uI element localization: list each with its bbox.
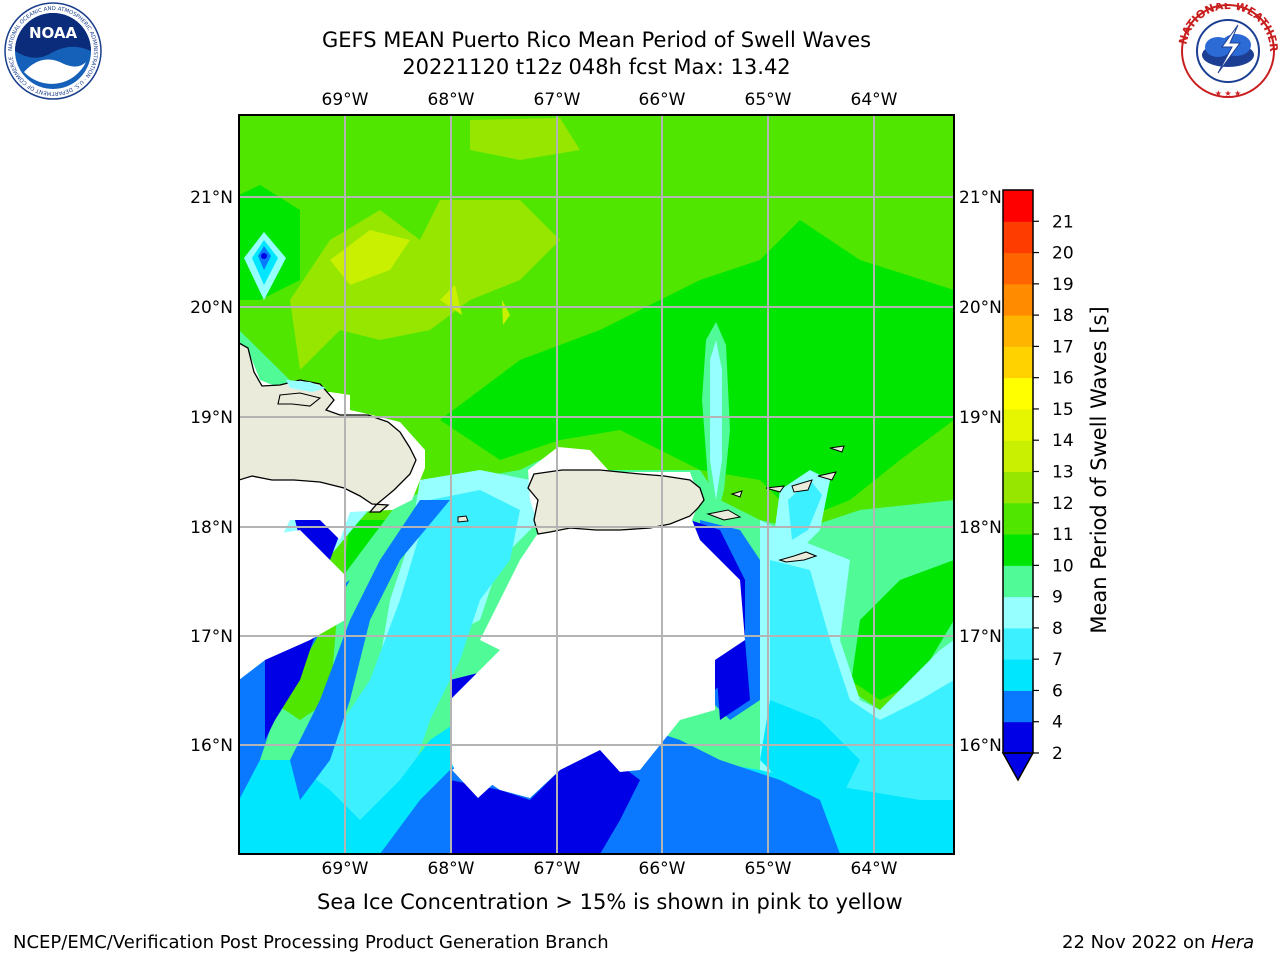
lat-label-left: 21°N [190, 188, 233, 208]
colorbar-tick-label: 13 [1052, 463, 1074, 483]
svg-text:★ ★ ★: ★ ★ ★ [1215, 89, 1242, 98]
lon-label-top: 64°W [851, 90, 898, 110]
lat-labels-right: 21°N 20°N 19°N 18°N 17°N 16°N [959, 188, 1002, 756]
lat-label-left: 18°N [190, 518, 233, 538]
lon-label-top: 66°W [639, 90, 686, 110]
colorbar-segment [1003, 627, 1033, 660]
sea-ice-note: Sea Ice Concentration > 15% is shown in … [317, 890, 903, 914]
graticule [239, 115, 954, 854]
lon-label-top: 67°W [534, 90, 581, 110]
lat-label-right: 21°N [959, 188, 1002, 208]
colorbar-tick-label: 11 [1052, 525, 1074, 545]
colorbar-segment [1003, 377, 1033, 410]
producer-credit: NCEP/EMC/Verification Post Processing Pr… [13, 932, 609, 953]
colorbar-segment [1003, 471, 1033, 504]
lon-label-bottom: 68°W [428, 859, 475, 879]
forecast-subtitle: 20221120 t12z 048h fcst Max: 13.42 [402, 55, 791, 79]
noaa-logo: NOAA NATIONAL OCEANIC AND ATMOSPHERIC AD… [4, 2, 102, 100]
colorbar: 2 4 6 7 8 9 10 11 12 13 14 15 16 17 18 19 20 21 [1001, 189, 1074, 782]
lat-label-left: 19°N [190, 408, 233, 428]
lat-label-right: 16°N [959, 736, 1002, 756]
map-title: GEFS MEAN Puerto Rico Mean Period of Swe… [321, 28, 872, 52]
machine-name: Hera [1211, 932, 1255, 953]
colorbar-segment [1003, 252, 1033, 285]
lon-label-bottom: 64°W [851, 859, 898, 879]
lon-label-bottom: 65°W [745, 859, 792, 879]
date-stamp: 22 Nov 2022 on Hera [1062, 932, 1254, 953]
colorbar-segment [1003, 690, 1033, 723]
date-text: 22 Nov 2022 on [1062, 932, 1212, 953]
colorbar-segment [1003, 534, 1033, 566]
colorbar-tick-label: 8 [1052, 619, 1063, 639]
colorbar-tick-label: 12 [1052, 494, 1074, 514]
lon-label-bottom: 67°W [534, 859, 581, 879]
colorbar-segment [1003, 440, 1033, 472]
colorbar-segment [1003, 565, 1033, 598]
lon-labels-bottom: 69°W 68°W 67°W 66°W 65°W 64°W [322, 859, 898, 879]
map-area [239, 115, 954, 854]
colorbar-underflow [1001, 752, 1035, 782]
colorbar-segment [1003, 596, 1033, 629]
st-croix-land [778, 551, 818, 563]
lon-labels-top: 69°W 68°W 67°W 66°W 65°W 64°W [322, 90, 898, 110]
lat-labels-left: 21°N 20°N 19°N 18°N 17°N 16°N [190, 188, 233, 756]
colorbar-segment [1003, 221, 1033, 254]
lat-label-left: 17°N [190, 627, 233, 647]
colorbar-tick-label: 18 [1052, 306, 1074, 326]
lat-label-right: 19°N [959, 408, 1002, 428]
colorbar-tick-label: 6 [1052, 681, 1063, 701]
lat-label-left: 16°N [190, 736, 233, 756]
colorbar-label: Mean Period of Swell Waves [s] [1087, 306, 1111, 633]
lat-label-right: 18°N [959, 518, 1002, 538]
colorbar-tick-label: 4 [1052, 713, 1063, 733]
colorbar-segment [1003, 283, 1033, 316]
colorbar-tick-label: 7 [1052, 650, 1063, 670]
colorbar-segment [1003, 502, 1033, 535]
colorbar-tick-label: 21 [1052, 212, 1074, 232]
lat-label-right: 20°N [959, 298, 1002, 318]
lon-label-bottom: 66°W [639, 859, 686, 879]
colorbar-tick-label: 17 [1052, 337, 1074, 357]
puerto-rico-land [527, 469, 705, 535]
colorbar-segment [1003, 721, 1033, 754]
colorbar-tick-label: 15 [1052, 400, 1074, 420]
lat-label-right: 17°N [959, 627, 1002, 647]
colorbar-tick-label: 2 [1052, 744, 1063, 764]
map-frame [238, 114, 955, 855]
colorbar-segment [1003, 190, 1033, 222]
colorbar-tick-label: 16 [1052, 369, 1074, 389]
colorbar-tick-label: 20 [1052, 244, 1074, 264]
colorbar-tick-label: 19 [1052, 275, 1074, 295]
noaa-wordmark: NOAA [29, 24, 78, 42]
lon-label-top: 69°W [322, 90, 369, 110]
colorbar-tick-label: 14 [1052, 431, 1074, 451]
colorbar-segment [1003, 659, 1033, 691]
lon-label-top: 65°W [745, 90, 792, 110]
colorbar-tick-label: 10 [1052, 556, 1074, 576]
colorbar-segment [1003, 408, 1033, 441]
colorbar-tick-label: 9 [1052, 588, 1063, 608]
lon-label-bottom: 69°W [322, 859, 369, 879]
lon-label-top: 68°W [428, 90, 475, 110]
hispaniola-land [239, 342, 417, 513]
nws-logo: NATIONAL WEATHER SERVICE ★ ★ ★ [1178, 3, 1278, 98]
colorbar-segment [1003, 315, 1033, 347]
colorbar-segment [1003, 346, 1033, 379]
lat-label-left: 20°N [190, 298, 233, 318]
